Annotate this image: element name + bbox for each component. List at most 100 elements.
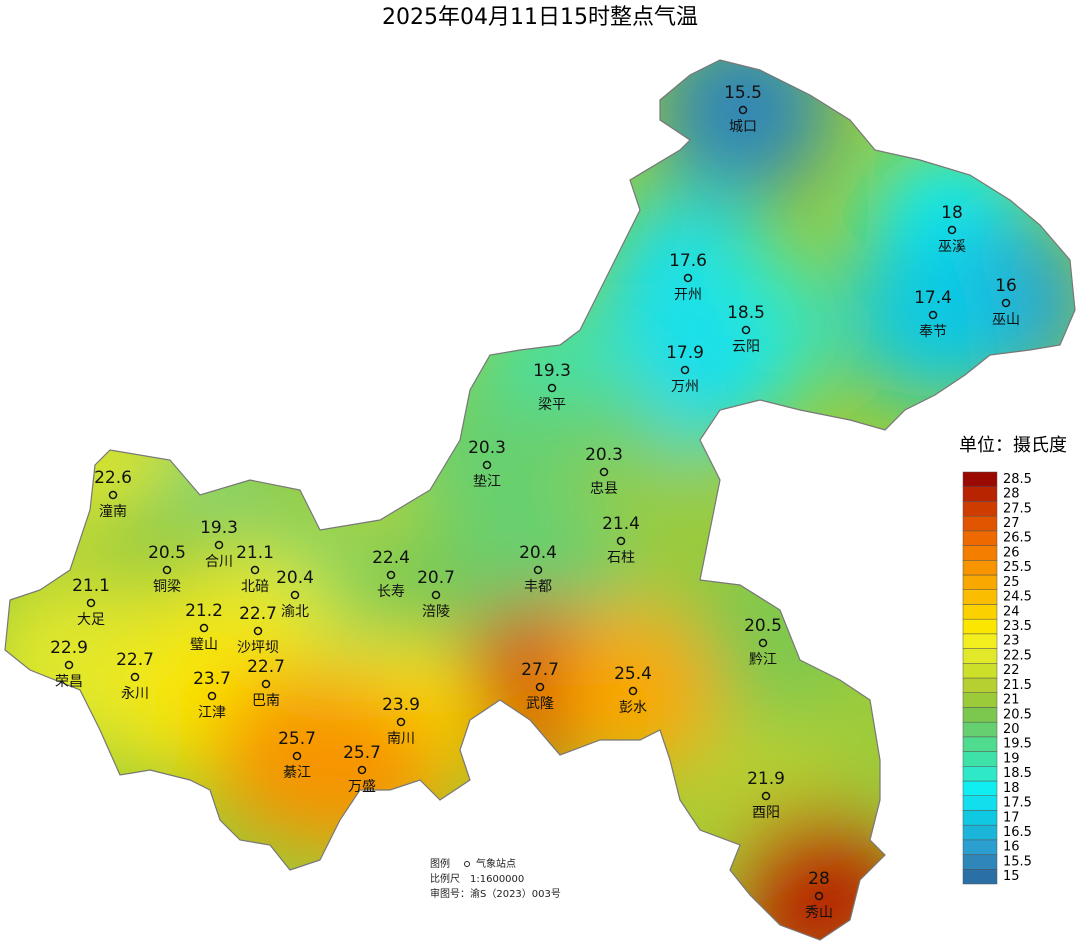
station-dot [814, 891, 824, 901]
station-name: 涪陵 [422, 604, 450, 620]
station-dot [357, 765, 367, 775]
station-dot [386, 570, 396, 580]
field-blend [5, 60, 1075, 940]
legend-label: 20 [1003, 722, 1020, 737]
station-dot [535, 682, 545, 692]
scale: 1:1600000 [470, 874, 524, 885]
station-dot [761, 791, 771, 801]
station-value: 20.5 [744, 616, 782, 636]
station-dot [130, 672, 140, 682]
legend-label: 18 [1003, 781, 1020, 796]
station-dot [290, 590, 300, 600]
station-value: 27.7 [521, 660, 559, 680]
legend-swatch [962, 589, 998, 605]
station-value: 22.7 [116, 650, 154, 670]
legend-swatch [962, 515, 998, 532]
station-value: 22.7 [239, 604, 277, 624]
legend-label: 20.5 [1003, 707, 1032, 722]
station-dot [261, 679, 271, 689]
station-name: 开州 [674, 287, 702, 303]
station-dot [680, 365, 690, 375]
station-name: 沙坪坝 [237, 640, 279, 656]
station-dot [199, 623, 209, 633]
legend-label: 27 [1003, 516, 1020, 531]
station-value: 19.3 [200, 518, 238, 538]
station-value: 20.5 [148, 543, 186, 563]
temperature-blob [658, 60, 828, 195]
station-value: 21.9 [747, 769, 785, 789]
station-value: 28 [808, 869, 830, 889]
station-value: 21.4 [602, 514, 640, 534]
legend-swatch [962, 471, 998, 487]
station-name: 秀山 [805, 905, 833, 921]
legend-label: 17 [1003, 810, 1020, 825]
legend-label: 22.5 [1003, 648, 1032, 663]
station-dot [64, 660, 74, 670]
station-name: 垫江 [473, 474, 501, 490]
station-name: 合川 [205, 554, 233, 570]
temperature-blob [848, 230, 1018, 400]
legend-swatch [962, 633, 998, 649]
legend-label: 16.5 [1003, 825, 1032, 840]
legend-swatch [962, 692, 998, 708]
map-title: 2025年04月11日15时整点气温 [382, 5, 698, 30]
station-value: 18.5 [727, 303, 765, 323]
station-name: 梁平 [538, 397, 566, 413]
station-dot [947, 225, 957, 235]
station-value: 22.7 [247, 657, 285, 677]
legend-label: 15.5 [1003, 854, 1032, 869]
station-value: 22.9 [50, 638, 88, 658]
legend-swatch [962, 663, 998, 679]
station-dot [162, 565, 172, 575]
station-value: 21.1 [72, 576, 110, 596]
station-dot [1001, 298, 1011, 308]
legend-label: 28.5 [1003, 472, 1032, 487]
station-dot [928, 310, 938, 320]
station-dot [547, 383, 557, 393]
station-name: 潼南 [99, 503, 127, 520]
legend-label: 24 [1003, 604, 1020, 619]
legend-label: 25.5 [1003, 560, 1032, 575]
station-name: 长寿 [377, 583, 405, 600]
station-dot [292, 751, 302, 761]
station-name: 奉节 [919, 324, 947, 340]
station-name: 石柱 [607, 550, 635, 566]
legend-swatch [962, 721, 998, 738]
stations: 15.5 城口 18 巫溪 16 巫山 17.6 开州 17.4 奉节 18.5 云阳 17.9 万州 19… [50, 83, 1020, 921]
station-name: 永川 [121, 686, 149, 702]
station-value: 20.4 [276, 568, 314, 588]
legend: 1515.51616.51717.51818.51919.52020.52121… [962, 471, 1032, 885]
station-dot [482, 460, 492, 470]
legend-swatch [962, 839, 998, 855]
station-value: 19.3 [533, 361, 571, 381]
station-name: 北碚 [241, 579, 269, 595]
legend-label: 28 [1003, 487, 1020, 502]
station-value: 20.3 [585, 445, 623, 465]
station-name: 璧山 [190, 636, 218, 653]
temperature-blob [548, 606, 718, 776]
legend-label: 21 [1003, 693, 1020, 708]
station-name: 城口 [729, 119, 757, 135]
station-name: 忠县 [590, 481, 618, 497]
legend-swatch [962, 854, 998, 870]
approval: 审图号：渝S（2023）003号 [430, 887, 561, 900]
station-name: 万州 [671, 379, 699, 395]
legend-swatch [962, 677, 998, 693]
station-dot [207, 691, 217, 701]
legend-label: 26 [1003, 545, 1020, 560]
station-value: 17.4 [914, 288, 952, 308]
station-value: 18 [941, 203, 963, 223]
station-name: 丰都 [524, 579, 552, 595]
station-dot [683, 273, 693, 283]
station-name: 荣昌 [55, 674, 83, 690]
station-name: 渝北 [281, 604, 309, 620]
legend-title: 单位：摄氏度 [959, 435, 1067, 456]
station-value: 22.6 [94, 468, 132, 488]
station-name: 黔江 [749, 652, 777, 668]
legend-swatch [962, 736, 998, 752]
map-notes: 图例 气象站点 比例尺 1:1600000 审图号：渝S（2023）003号 [430, 857, 561, 900]
legend-swatch [962, 501, 998, 517]
station-dot [741, 325, 751, 335]
